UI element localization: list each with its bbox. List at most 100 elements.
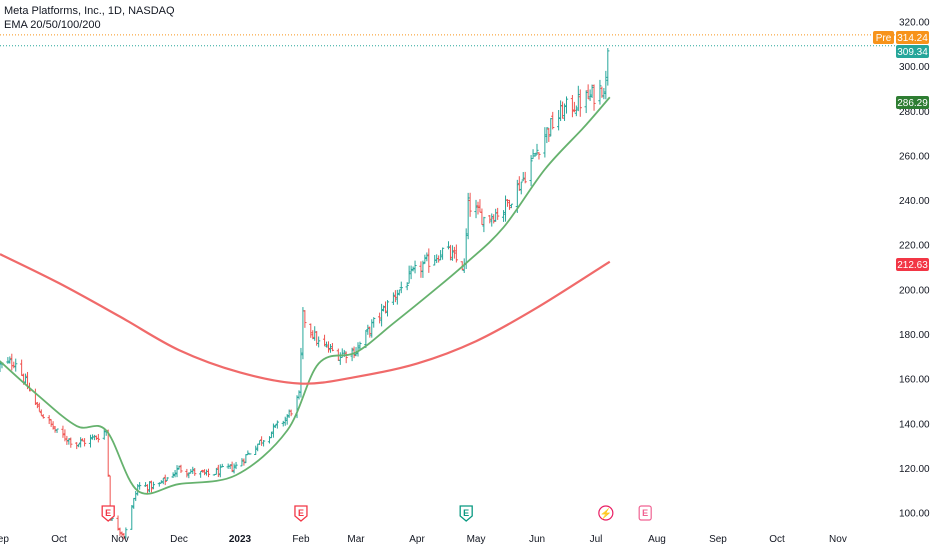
ohlc-bar: [322, 334, 327, 347]
pre-label: Pre: [876, 33, 892, 44]
ohlc-bar: [592, 84, 596, 111]
ohlc-bar: [523, 171, 527, 184]
ohlc-bar: [149, 480, 154, 493]
ohlc-bar: [572, 101, 576, 113]
ohlc-bar: [63, 429, 67, 442]
ohlc-bar: [407, 265, 411, 284]
ohlc-bar: [61, 425, 65, 438]
ohlc-bar: [399, 281, 403, 294]
chart-legend: Meta Platforms, Inc., 1D, NASDAQ EMA 20/…: [4, 4, 175, 32]
ohlc-bar: [171, 472, 175, 478]
price-tick-label: 220.00: [899, 241, 930, 252]
ohlc-bar: [35, 401, 39, 409]
ohlc-bar: [366, 324, 370, 335]
ohlc-bar: [130, 505, 134, 530]
event-earnings-upcoming-icon[interactable]: E: [638, 505, 652, 521]
ohlc-bar: [437, 255, 441, 263]
ohlc-bar: [47, 415, 51, 425]
ohlc-bar: [368, 326, 372, 338]
ohlc-bar: [193, 468, 197, 476]
ohlc-bar: [474, 199, 478, 219]
ohlc-bar: [466, 192, 470, 240]
ohlc-bar: [214, 468, 218, 475]
price-axis[interactable]: 100.00 120.00 140.00 160.00 180.00 200.00 220.…: [899, 18, 930, 520]
ohlc-bar: [519, 181, 523, 195]
ohlc-bar: [478, 199, 482, 213]
price-tick-label: 140.00: [899, 419, 930, 430]
ohlc-bar: [423, 254, 427, 264]
time-tick-label: Sep: [709, 534, 727, 545]
ohlc-bar: [67, 438, 71, 445]
event-earnings-recent-icon[interactable]: E: [459, 505, 473, 522]
ohlc-bar: [317, 336, 321, 348]
ohlc-bar: [602, 87, 606, 100]
ohlc-bar: [425, 252, 429, 262]
pre-market-badge: Pre 314.24: [873, 31, 929, 44]
price-tick-label: 180.00: [899, 330, 930, 341]
ohlc-bar: [529, 155, 533, 187]
ohlc-bar: [94, 435, 98, 440]
ohlc-bar: [303, 310, 307, 328]
ohlc-bar: [338, 352, 342, 365]
ohlc-bar: [509, 203, 514, 209]
ohlc-bar: [138, 482, 142, 490]
ohlc-bar: [606, 48, 610, 86]
time-axis[interactable]: Sep Oct Nov Dec 2023 Feb Mar Apr May Jun Jul Aug Sep…: [0, 534, 847, 545]
ohlc-bar: [562, 103, 567, 121]
ohlc-bar: [118, 527, 122, 536]
ohlc-bar: [23, 373, 28, 384]
ohlc-bar: [134, 491, 138, 502]
time-tick-label: Jun: [529, 534, 545, 545]
price-tick-label: 160.00: [899, 375, 930, 386]
ema-short-value: 286.29: [897, 98, 928, 109]
ohlc-bar: [551, 111, 555, 130]
ohlc-bar: [533, 152, 537, 157]
ohlc-bar: [199, 471, 203, 478]
time-tick-label: 2023: [229, 534, 252, 545]
ohlc-bar: [14, 358, 18, 372]
ohlc-bar: [380, 303, 384, 327]
ohlc-bar: [427, 248, 431, 273]
ohlc-bar: [560, 101, 565, 119]
ohlc-bar: [505, 199, 510, 207]
ohlc-bar: [501, 210, 506, 222]
ohlc-bar: [82, 438, 87, 447]
symbol-title[interactable]: Meta Platforms, Inc., 1D, NASDAQ: [4, 5, 175, 17]
event-earnings-past-icon[interactable]: E: [101, 505, 115, 522]
price-bars: [0, 48, 610, 540]
ohlc-bar: [8, 356, 12, 364]
ohlc-bar: [557, 109, 561, 131]
price-tick-label: 200.00: [899, 285, 930, 296]
price-marker-lines: [0, 34, 895, 47]
ohlc-bar: [356, 342, 360, 357]
ohlc-bar: [283, 416, 287, 426]
ohlc-bar: [185, 468, 189, 478]
ohlc-bar: [521, 172, 525, 182]
ohlc-bar: [482, 216, 486, 233]
ohlc-bar: [411, 266, 415, 272]
event-earnings-past-icon[interactable]: E: [294, 505, 308, 522]
ohlc-bar: [543, 127, 547, 158]
ohlc-bar: [570, 95, 575, 118]
ohlc-bar: [41, 414, 45, 419]
ohlc-bar: [206, 468, 211, 478]
ohlc-bar: [285, 414, 289, 425]
ohlc-bar: [311, 330, 315, 340]
ohlc-bar: [269, 431, 274, 439]
ohlc-bar: [216, 464, 220, 478]
ohlc-bar: [275, 420, 279, 429]
time-tick-label: Dec: [170, 534, 188, 545]
event-dividend-split-icon[interactable]: ⚡: [598, 505, 614, 521]
ohlc-bar: [537, 152, 541, 160]
ema-200-line: [0, 253, 611, 385]
ohlc-bar: [450, 245, 455, 261]
ohlc-bar: [413, 260, 417, 274]
indicator-title[interactable]: EMA 20/50/100/200: [4, 19, 101, 31]
ohlc-bar: [385, 300, 390, 317]
ohlc-bar: [421, 260, 425, 278]
ohlc-bar: [37, 402, 41, 412]
ohlc-bar: [51, 421, 55, 430]
ohlc-bar: [240, 458, 244, 467]
ohlc-bar: [439, 250, 443, 261]
